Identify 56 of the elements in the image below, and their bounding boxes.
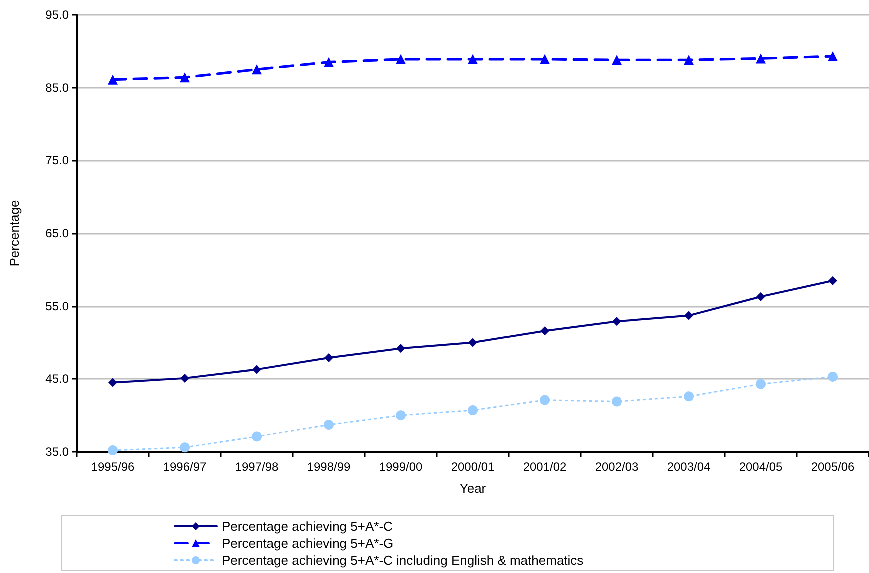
point — [612, 317, 622, 326]
point — [684, 311, 694, 320]
point — [756, 292, 766, 302]
point — [108, 74, 118, 85]
point — [396, 54, 406, 64]
point — [756, 379, 766, 390]
point — [468, 54, 478, 64]
x-tick-label: 1997/98 — [235, 460, 280, 474]
point — [540, 395, 550, 406]
x-tick-label: 2000/01 — [451, 460, 496, 474]
x-axis-title: Year — [460, 481, 487, 496]
point — [684, 55, 694, 66]
point — [108, 378, 118, 388]
y-tick-label: 35.0 — [46, 445, 70, 459]
y-tick-label: 95.0 — [46, 8, 70, 22]
point — [396, 344, 406, 354]
x-tick-label: 2002/03 — [595, 460, 640, 474]
point — [396, 410, 406, 421]
point — [252, 365, 262, 374]
point — [612, 396, 622, 407]
y-tick-label: 75.0 — [46, 154, 70, 168]
legend-label: Percentage achieving 5+A*-C including English & mathematics — [222, 553, 584, 568]
y-tick-label: 85.0 — [46, 80, 70, 95]
point — [612, 55, 622, 66]
x-tick-label: 2001/02 — [523, 460, 568, 474]
point — [828, 276, 838, 286]
point — [108, 446, 118, 456]
x-tick-label: 1996/97 — [163, 460, 208, 474]
legend-label: Percentage achieving 5+A*-G — [222, 536, 394, 551]
point — [324, 354, 334, 363]
point — [540, 326, 550, 336]
point — [468, 338, 478, 348]
point — [180, 442, 190, 453]
x-tick-label: 1998/99 — [307, 460, 352, 474]
point — [324, 420, 334, 430]
point — [828, 52, 838, 62]
point — [252, 432, 262, 442]
x-tick-label: 1995/96 — [91, 460, 136, 474]
point — [324, 57, 334, 68]
x-tick-label: 2005/06 — [811, 460, 856, 474]
y-tick-label: 45.0 — [46, 372, 70, 386]
y-tick-label: 65.0 — [46, 226, 70, 240]
point — [252, 64, 262, 75]
y-tick-label: 55.0 — [46, 299, 70, 314]
point — [756, 54, 766, 64]
legend-label: Percentage achieving 5+A*-C — [222, 519, 393, 534]
point — [828, 372, 838, 382]
point — [540, 54, 550, 64]
x-tick-label: 2004/05 — [739, 460, 784, 474]
point — [468, 405, 478, 416]
point — [684, 392, 694, 402]
x-tick-label: 1999/00 — [379, 460, 424, 474]
y-axis-title: Percentage — [7, 200, 22, 267]
x-tick-label: 2003/04 — [667, 460, 712, 474]
point — [180, 374, 190, 383]
point — [180, 72, 190, 83]
